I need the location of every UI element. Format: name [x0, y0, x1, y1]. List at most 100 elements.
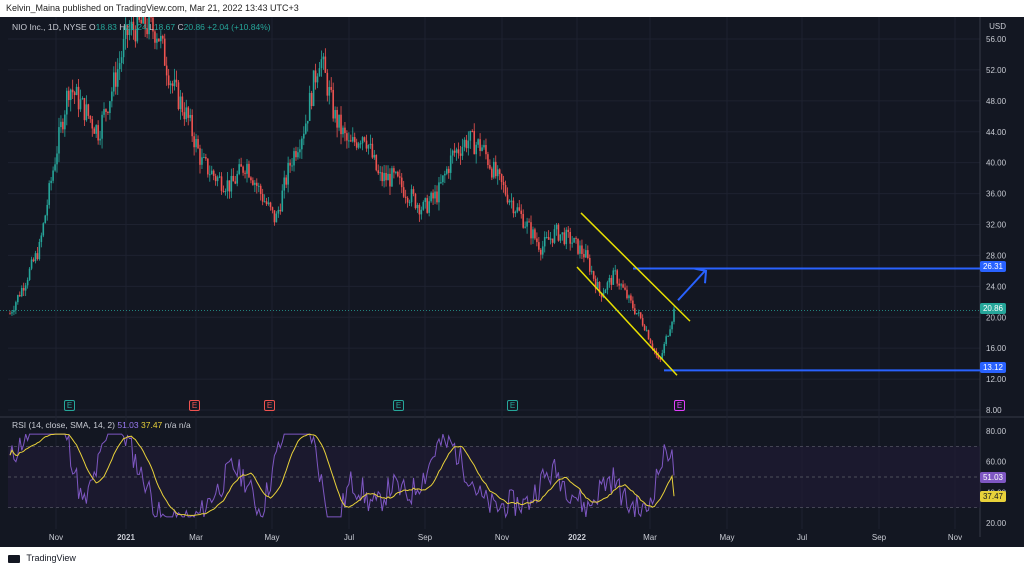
candle-body — [612, 270, 615, 285]
currency-label: USD — [989, 22, 1006, 31]
candle-body — [620, 284, 622, 286]
candle-body — [150, 17, 152, 18]
candle-body — [477, 139, 479, 145]
candle-body — [60, 121, 62, 128]
candle-body — [512, 200, 515, 214]
time-tick-label: Mar — [189, 533, 203, 542]
candle-body — [97, 125, 99, 141]
candle-body — [618, 283, 620, 286]
candle-body — [113, 72, 115, 92]
candle-body — [81, 98, 84, 100]
candle-body — [436, 191, 438, 203]
candle-body — [285, 177, 287, 185]
candle-body — [277, 209, 280, 214]
time-tick-label: Sep — [418, 533, 433, 542]
candle-body — [483, 145, 485, 148]
candle-body — [571, 242, 573, 244]
candle-body — [622, 284, 624, 288]
candle-body — [371, 143, 374, 158]
candle-body — [69, 89, 72, 101]
candle-body — [592, 271, 595, 279]
candle-body — [547, 237, 550, 240]
candle-body — [538, 242, 540, 250]
candle-body — [665, 336, 667, 345]
candle-body — [418, 204, 421, 215]
candle-body — [496, 169, 499, 177]
price-tick-label: 28.00 — [986, 251, 1007, 260]
candle-body — [181, 96, 184, 113]
price-tick-label: 48.00 — [986, 97, 1007, 106]
candle-body — [222, 190, 225, 192]
candle-body — [639, 312, 642, 319]
candle-body — [64, 114, 66, 130]
earnings-marker[interactable]: E — [64, 400, 75, 411]
candle-body — [353, 137, 356, 143]
candle-body — [299, 149, 301, 153]
candle-body — [189, 114, 192, 118]
candle-body — [283, 177, 286, 191]
candle-body — [481, 147, 483, 151]
candle-body — [398, 176, 401, 178]
candle-body — [673, 308, 675, 322]
candle-body — [124, 25, 127, 40]
candle-body — [408, 202, 411, 204]
price-tick-label: 44.00 — [986, 128, 1007, 137]
candle-body — [557, 224, 560, 241]
candle-body — [524, 226, 526, 228]
candle-body — [440, 182, 442, 184]
candle-body — [328, 87, 331, 96]
candle-body — [598, 281, 601, 293]
time-tick-label: Sep — [872, 533, 887, 542]
earnings-marker[interactable]: E — [674, 400, 685, 411]
candle-body — [549, 238, 552, 240]
candle-body — [52, 170, 54, 181]
candle-body — [661, 353, 664, 359]
candle-body — [224, 191, 227, 193]
earnings-marker[interactable]: E — [264, 400, 275, 411]
candle-body — [187, 107, 190, 118]
candle-body — [267, 202, 270, 205]
chart-area[interactable]: 56.00 52.00 48.00 44.00 40.00 36.00 32.00 28.00… — [0, 17, 1024, 547]
candle-body — [363, 137, 366, 141]
earnings-marker[interactable]: E — [393, 400, 404, 411]
earnings-marker[interactable]: E — [189, 400, 200, 411]
candle-body — [201, 157, 203, 165]
candle-body — [138, 17, 141, 20]
candle-body — [614, 270, 617, 272]
price-chart-svg[interactable]: 56.00 52.00 48.00 44.00 40.00 36.00 32.00 28.00… — [0, 17, 1024, 547]
candle-body — [42, 223, 45, 236]
candle-body — [273, 210, 276, 223]
candle-body — [120, 57, 123, 64]
candle-body — [422, 202, 425, 210]
candle-body — [416, 204, 419, 209]
candle-body — [228, 180, 231, 192]
candle-body — [635, 313, 638, 315]
candle-body — [536, 238, 538, 243]
candle-body — [195, 139, 197, 148]
candle-body — [500, 174, 503, 183]
candle-body — [171, 83, 174, 87]
candle-body — [383, 172, 385, 182]
candle-body — [330, 87, 333, 90]
time-tick-label: May — [264, 533, 279, 542]
candle-body — [185, 107, 188, 120]
price-tick-label: 16.00 — [986, 344, 1007, 353]
candle-body — [373, 154, 376, 158]
earnings-marker[interactable]: E — [507, 400, 518, 411]
candle-body — [551, 238, 554, 243]
candle-body — [406, 197, 409, 203]
symbol-name: NIO Inc., 1D, NYSE — [12, 22, 87, 32]
candle-body — [567, 229, 570, 232]
candle-body — [400, 177, 403, 188]
candle-body — [455, 149, 458, 153]
candle-body — [163, 38, 166, 66]
candle-body — [445, 168, 448, 174]
candle-body — [632, 300, 634, 309]
candle-body — [569, 231, 571, 244]
time-tick-label: Jul — [344, 533, 354, 542]
candle-body — [67, 90, 70, 101]
candle-body — [83, 98, 86, 121]
candle-body — [604, 289, 607, 294]
candle-body — [596, 281, 599, 289]
candle-body — [340, 114, 342, 135]
